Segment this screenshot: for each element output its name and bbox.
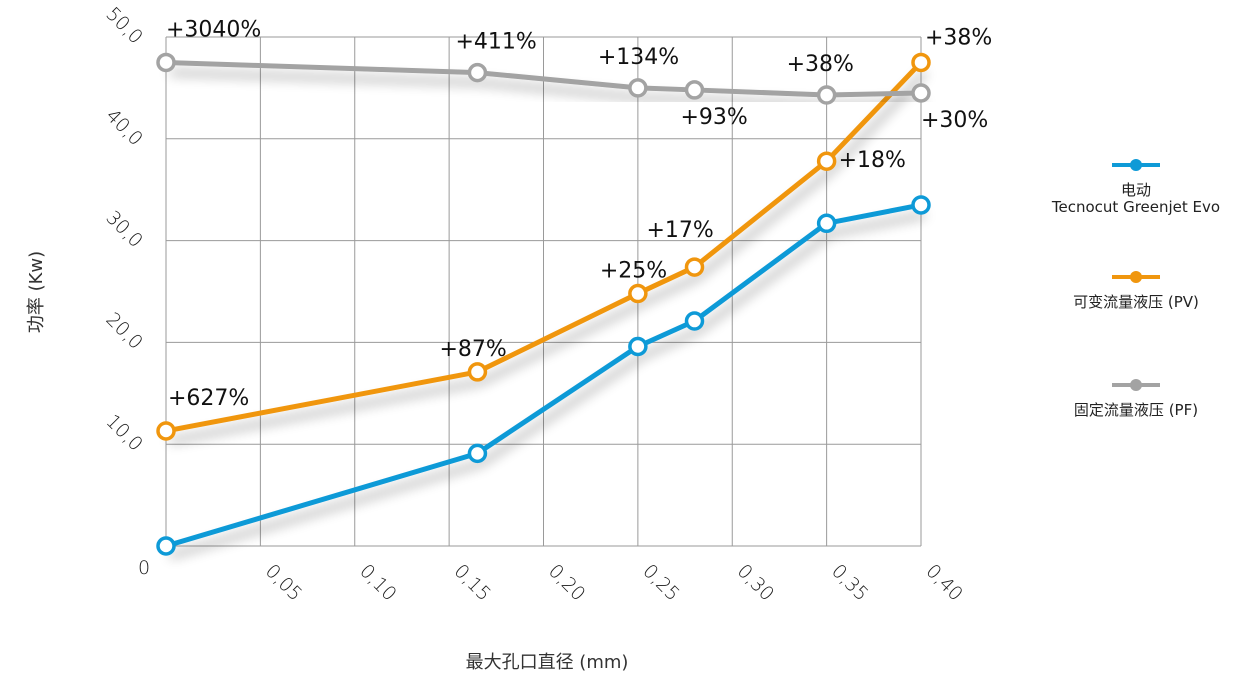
data-label: +18%: [839, 148, 906, 173]
data-point: [156, 421, 176, 441]
y-tick-label: 30,0: [101, 207, 146, 252]
x-tick-label: 0,35: [827, 560, 872, 605]
data-label: +25%: [600, 259, 667, 284]
data-point: [467, 443, 488, 464]
x-tick-label: 0,40: [921, 560, 966, 605]
legend-label: 可变流量液压 (PV): [1073, 293, 1199, 311]
data-label: +134%: [598, 45, 679, 70]
data-point: [628, 78, 648, 98]
data-point: [911, 83, 931, 103]
legend-label: 电动: [1121, 181, 1151, 199]
series-line: [165, 202, 922, 549]
data-point: [628, 336, 648, 357]
x-tick-label: 0: [138, 557, 150, 579]
data-point: [467, 62, 488, 83]
data-point: [156, 52, 176, 73]
legend-item: 固定流量液压 (PF): [1074, 379, 1198, 419]
x-axis-title: 最大孔口直径 (mm): [466, 652, 629, 673]
y-tick-label: 10,0: [101, 410, 146, 455]
data-point: [684, 80, 705, 100]
x-tick-label: 0,05: [261, 560, 306, 605]
x-tick-label: 0,10: [355, 560, 400, 605]
data-point: [467, 362, 488, 382]
data-label: +38%: [787, 52, 854, 77]
x-tick-label: 0,20: [544, 560, 589, 605]
legend-swatch-marker: [1130, 159, 1142, 171]
grid: [165, 36, 922, 547]
data-point: [816, 85, 837, 105]
data-label: +38%: [925, 25, 992, 50]
data-label: +30%: [921, 108, 988, 133]
legend-item: 可变流量液压 (PV): [1073, 271, 1199, 311]
data-label: +17%: [647, 218, 714, 243]
data-point: [911, 52, 931, 73]
data-annotations: +627% +87% +25% +17% +18% +38% +3040% +411% +134…: [166, 17, 992, 411]
y-tick-label: 40,0: [101, 105, 146, 150]
data-label: +93%: [681, 105, 748, 130]
y-tick-label: 20,0: [101, 308, 146, 353]
legend-swatch-marker: [1130, 271, 1142, 283]
series-group: [156, 52, 931, 441]
series-line: [165, 60, 923, 434]
y-tick-label: 50,0: [101, 3, 146, 48]
x-tick-label: 0,25: [638, 560, 683, 605]
x-tick-label: 0,30: [733, 560, 778, 605]
x-tick-label: 0,15: [450, 560, 495, 605]
series-group: [156, 195, 931, 556]
plot-series: [156, 52, 931, 556]
y-axis-ticks: 10,0 20,0 30,0 40,0 50,0: [101, 3, 146, 456]
y-axis-title: 功率 (Kw): [26, 251, 47, 333]
legend-label: Tecnocut Greenjet Evo: [1051, 198, 1220, 216]
data-label: +3040%: [166, 17, 261, 42]
data-point: [684, 311, 705, 331]
legend-swatch-marker: [1130, 379, 1142, 391]
data-point: [684, 257, 705, 277]
legend-label: 固定流量液压 (PF): [1074, 401, 1198, 419]
data-point: [156, 536, 176, 556]
data-label: +627%: [168, 386, 249, 411]
series-line: [165, 59, 922, 98]
x-axis-ticks: 0 0,05 0,10 0,15 0,20 0,25 0,30 0,35 0,40: [138, 557, 967, 605]
data-point: [816, 151, 837, 171]
series-group: [156, 52, 931, 105]
data-label: +87%: [439, 337, 506, 362]
data-point: [816, 213, 837, 234]
data-point: [628, 283, 648, 304]
data-label: +411%: [455, 30, 536, 55]
data-point: [911, 195, 931, 215]
